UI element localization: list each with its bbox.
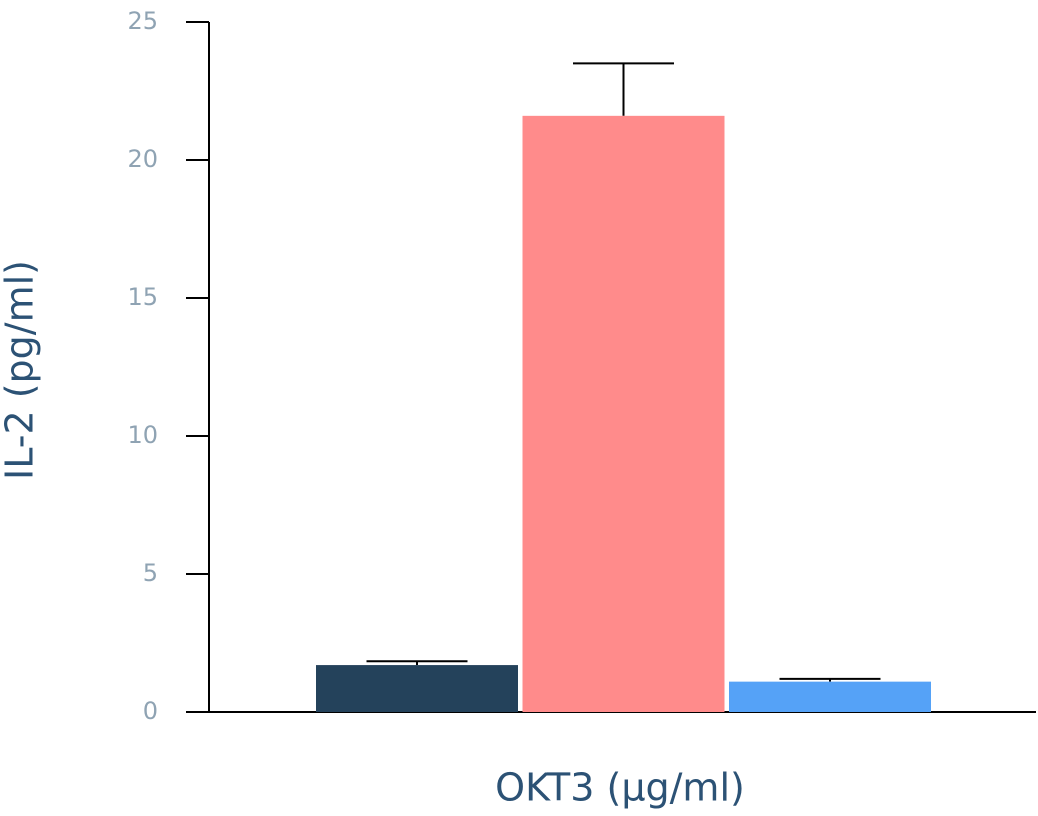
- y-tick-label: 15: [127, 283, 158, 311]
- bar: [522, 115, 725, 713]
- y-tick-label: 0: [143, 697, 158, 725]
- y-tick-label: 20: [127, 145, 158, 173]
- bar: [729, 681, 931, 712]
- y-tick-label: 10: [127, 421, 158, 449]
- x-axis-label: OKT3 (µg/ml): [495, 766, 745, 810]
- y-tick-label: 5: [143, 559, 158, 587]
- y-tick-label: 25: [127, 7, 158, 35]
- bar: [316, 665, 518, 712]
- y-axis-label: IL-2 (pg/ml): [0, 260, 42, 480]
